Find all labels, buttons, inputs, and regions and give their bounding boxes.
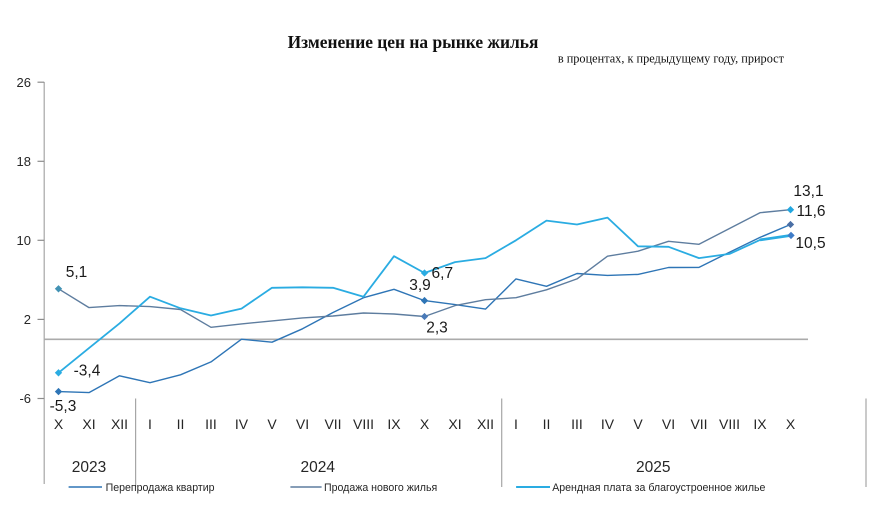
svg-text:II: II [177,416,185,432]
svg-text:2025: 2025 [636,459,670,476]
svg-text:2,3: 2,3 [426,320,448,337]
svg-text:X: X [54,416,64,432]
svg-text:Изменение цен на рынке жилья: Изменение цен на рынке жилья [288,32,539,52]
svg-text:2: 2 [24,312,31,327]
svg-text:XI: XI [448,416,461,432]
svg-text:6,7: 6,7 [432,265,454,282]
svg-text:I: I [148,416,152,432]
svg-text:13,1: 13,1 [793,183,823,200]
svg-text:-5,3: -5,3 [50,398,77,415]
svg-text:Продажа нового жилья: Продажа нового жилья [324,482,437,494]
svg-text:IX: IX [753,416,767,432]
svg-text:2023: 2023 [72,459,106,476]
svg-text:11,6: 11,6 [796,203,825,220]
svg-text:III: III [205,416,217,432]
svg-text:XII: XII [111,416,128,432]
svg-text:-3,4: -3,4 [74,363,101,380]
svg-text:VII: VII [690,416,707,432]
svg-text:II: II [543,416,551,432]
svg-text:IV: IV [235,416,249,432]
svg-text:IV: IV [601,416,615,432]
svg-text:V: V [267,416,277,432]
svg-text:VIII: VIII [719,416,740,432]
svg-text:X: X [420,416,430,432]
svg-text:VI: VI [662,416,675,432]
svg-text:XII: XII [477,416,494,432]
svg-text:VIII: VIII [353,416,374,432]
svg-text:IX: IX [387,416,401,432]
svg-text:XI: XI [82,416,95,432]
svg-text:18: 18 [17,154,31,169]
svg-text:в процентах, к предыдущему год: в процентах, к предыдущему году, прирост [558,52,785,66]
svg-text:Арендная плата за благоустроен: Арендная плата за благоустроенное жилье [552,482,765,494]
svg-text:-6: -6 [19,391,31,406]
svg-text:VI: VI [296,416,309,432]
svg-text:VII: VII [324,416,341,432]
svg-text:5,1: 5,1 [66,264,88,281]
svg-text:I: I [514,416,518,432]
svg-text:III: III [571,416,583,432]
svg-text:2024: 2024 [301,459,336,476]
svg-text:10,5: 10,5 [795,235,825,252]
svg-text:3,9: 3,9 [409,277,431,294]
svg-text:Перепродажа квартир: Перепродажа квартир [106,482,215,494]
svg-text:X: X [786,416,796,432]
svg-text:10: 10 [17,233,31,248]
svg-text:V: V [633,416,643,432]
svg-text:26: 26 [17,75,31,90]
